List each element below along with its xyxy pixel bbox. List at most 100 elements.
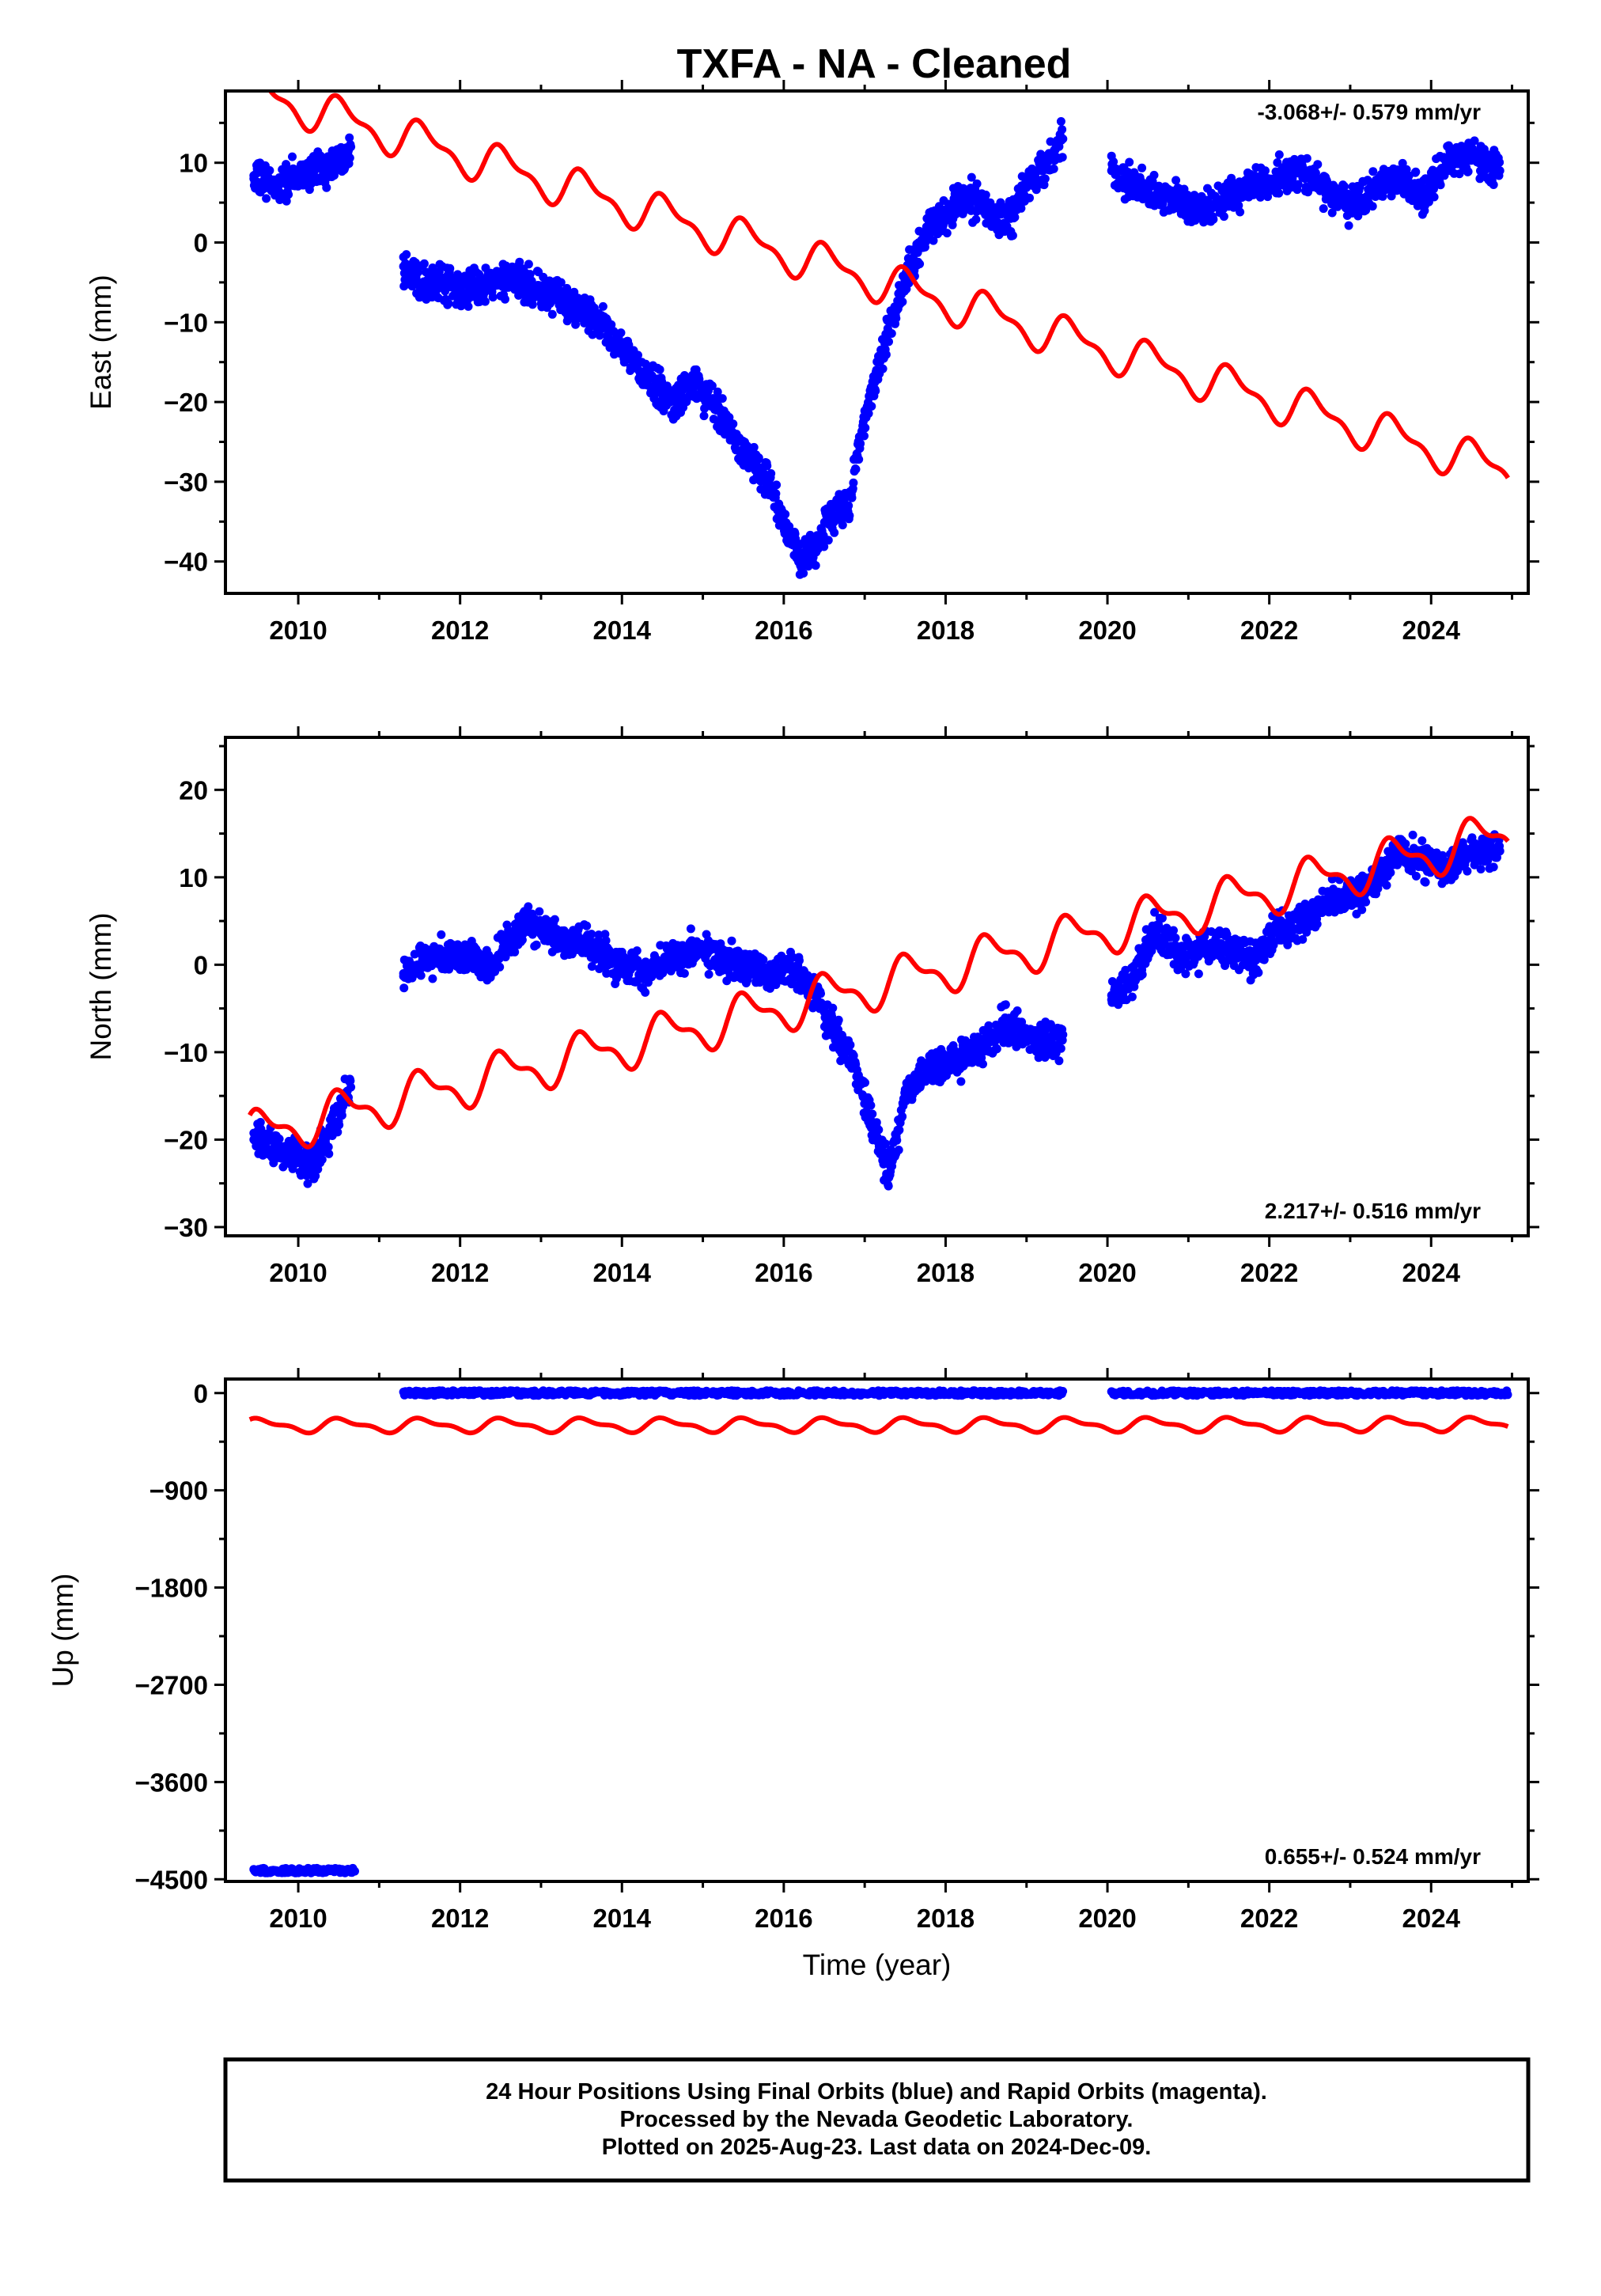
data-point	[1236, 207, 1245, 217]
data-point	[256, 1124, 266, 1134]
data-point	[1263, 192, 1273, 202]
data-point	[881, 350, 891, 359]
data-point	[766, 469, 776, 478]
data-point	[729, 419, 738, 429]
data-point	[725, 413, 734, 422]
data-point	[416, 971, 426, 980]
data-point	[881, 1139, 890, 1149]
rapid-orbit-model-line	[248, 816, 1510, 1150]
data-point	[1261, 166, 1270, 176]
data-point	[1058, 125, 1067, 135]
data-point	[1436, 180, 1445, 190]
data-point	[772, 480, 782, 490]
plot-frame	[224, 736, 1530, 1237]
data-point	[1411, 167, 1421, 176]
velocity-rate-label: 2.217+/- 0.516 mm/yr	[1265, 1199, 1481, 1223]
data-point	[868, 1109, 877, 1119]
data-point	[1298, 934, 1308, 944]
data-point	[445, 263, 455, 273]
data-point	[1311, 169, 1320, 178]
data-point	[601, 936, 611, 945]
data-point	[1057, 135, 1066, 145]
data-point	[1031, 185, 1041, 195]
data-point	[799, 569, 808, 578]
x-axis: 2010 2012 2014 2016 2018 2020 2022 2024	[269, 726, 1514, 1287]
data-point	[399, 983, 409, 993]
data-point	[1171, 934, 1180, 942]
data-point	[956, 1077, 966, 1086]
data-point	[303, 1179, 312, 1188]
data-point	[699, 411, 709, 421]
data-point	[1401, 839, 1410, 849]
data-point	[1259, 955, 1269, 964]
y-tick-label: −20	[164, 388, 208, 417]
data-point	[1302, 927, 1311, 937]
x-tick-label: 2012	[431, 1258, 489, 1287]
y-tick-label: 10	[179, 149, 208, 178]
data-point	[1361, 897, 1371, 907]
data-point	[535, 907, 544, 916]
data-point	[524, 260, 533, 269]
final-orbit-points	[249, 830, 1504, 1191]
data-point	[871, 386, 880, 396]
data-point	[915, 260, 925, 269]
data-point	[595, 331, 604, 340]
data-point	[547, 309, 557, 319]
final-orbit-points	[249, 1386, 1512, 1877]
data-point	[1429, 184, 1438, 194]
data-point	[972, 179, 982, 188]
data-point	[1455, 169, 1464, 179]
data-point	[335, 1120, 344, 1130]
data-point	[887, 329, 896, 338]
data-point	[1158, 199, 1168, 208]
data-point	[324, 1142, 333, 1152]
data-point	[1368, 167, 1378, 176]
data-point	[1056, 1044, 1065, 1053]
data-point	[337, 1111, 346, 1120]
data-point	[501, 294, 509, 304]
data-point	[1357, 905, 1367, 915]
data-point	[861, 423, 870, 433]
panel-3: 2010 2012 2014 2016 2018 2020 2022 20240−900−18…	[47, 1368, 1539, 1981]
data-point	[345, 133, 354, 142]
data-point	[495, 962, 505, 972]
data-point	[444, 299, 453, 308]
data-point	[1411, 871, 1421, 881]
data-point	[1319, 204, 1328, 214]
y-tick-label: 0	[194, 950, 208, 979]
data-point	[524, 902, 533, 911]
data-point	[515, 257, 524, 267]
data-point	[419, 259, 429, 268]
data-point	[346, 140, 355, 150]
data-point	[1494, 171, 1504, 180]
data-point	[1137, 970, 1147, 979]
data-point	[861, 1078, 869, 1087]
plot-area	[248, 1386, 1512, 1877]
x-tick-label: 2010	[269, 616, 327, 645]
data-point	[866, 1101, 876, 1110]
x-axis: 2010 2012 2014 2016 2018 2020 2022 2024	[269, 80, 1514, 645]
data-point	[1254, 968, 1263, 977]
data-point	[884, 1181, 893, 1191]
data-point	[1274, 188, 1284, 198]
data-point	[864, 409, 873, 419]
data-point	[1302, 153, 1311, 163]
data-point	[1206, 927, 1216, 936]
data-point	[284, 190, 293, 199]
data-point	[1373, 884, 1383, 893]
data-point	[823, 536, 833, 545]
data-point	[1408, 830, 1417, 839]
data-point	[816, 989, 825, 998]
data-point	[282, 196, 291, 206]
y-axis-title: North (mm)	[85, 912, 117, 1060]
data-point	[1008, 231, 1017, 241]
data-point	[1386, 868, 1395, 877]
data-point	[532, 940, 541, 949]
y-axis: 100−10−20−30−40	[164, 121, 1539, 577]
data-point	[1219, 212, 1228, 222]
x-tick-label: 2012	[431, 616, 489, 645]
data-point	[1001, 1000, 1010, 1010]
data-point	[288, 152, 297, 161]
data-point	[679, 968, 689, 978]
plot-area	[249, 91, 1510, 579]
